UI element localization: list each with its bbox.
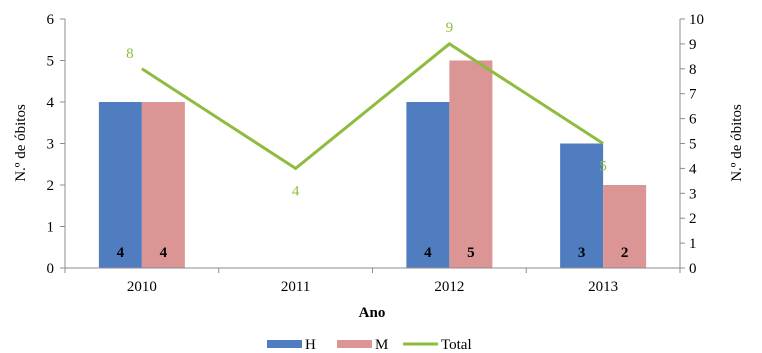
y2-tick-label: 5 bbox=[689, 137, 697, 153]
line-label-2010: 8 bbox=[126, 46, 134, 62]
bar-label-h-2013: 3 bbox=[578, 245, 586, 261]
legend-swatch-h bbox=[267, 340, 302, 348]
bar-h-2010 bbox=[98, 102, 142, 268]
legend-swatch-m bbox=[337, 340, 372, 348]
y2-tick-label: 1 bbox=[689, 236, 697, 252]
bar-h-2012 bbox=[406, 102, 450, 268]
legend-label-m: M bbox=[375, 337, 388, 353]
y-tick-label: 3 bbox=[47, 137, 55, 153]
y-tick-label: 1 bbox=[47, 220, 55, 236]
x-axis-title: Ano bbox=[359, 305, 386, 321]
y-axis-title: N.º de óbitos bbox=[13, 104, 29, 182]
ticks-layer: 0 1 2 3 4 5 6 0 1 2 3 4 5 6 7 8 9 10 2010 2011 2012 2013 bbox=[47, 12, 705, 295]
line-layer bbox=[141, 42, 604, 171]
y-tick-label: 5 bbox=[47, 54, 55, 70]
bar-m-2013 bbox=[603, 185, 647, 268]
x-tick-label: 2010 bbox=[127, 279, 157, 295]
y2-tick-label: 2 bbox=[689, 211, 697, 227]
y2-tick-label: 0 bbox=[689, 261, 697, 277]
y2-tick-label: 3 bbox=[689, 186, 697, 202]
y2-tick-label: 10 bbox=[689, 12, 704, 28]
bar-label-h-2012: 4 bbox=[424, 245, 432, 261]
bar-label-m-2013: 2 bbox=[621, 245, 629, 261]
bar-m-2012 bbox=[449, 60, 493, 268]
x-tick-label: 2013 bbox=[588, 279, 618, 295]
y2-tick-label: 4 bbox=[689, 161, 697, 177]
y-tick-label: 0 bbox=[47, 261, 55, 277]
data-labels-layer: 4 4 3 4 5 2 8 4 9 5 bbox=[117, 20, 629, 261]
y-tick-label: 4 bbox=[47, 95, 55, 111]
x-tick-label: 2012 bbox=[434, 279, 464, 295]
line-label-2011: 4 bbox=[292, 183, 300, 199]
y-tick-label: 2 bbox=[47, 178, 55, 194]
y2-axis-title: N.º de óbitos bbox=[729, 104, 745, 182]
bars-layer bbox=[98, 60, 647, 268]
legend-label-h: H bbox=[305, 337, 316, 353]
y2-tick-label: 8 bbox=[689, 62, 697, 78]
line-total bbox=[141, 42, 604, 171]
legend-label-total: Total bbox=[441, 337, 472, 353]
x-tick-label: 2011 bbox=[281, 279, 310, 295]
bar-m-2010 bbox=[141, 102, 185, 268]
legend: H M Total bbox=[267, 337, 472, 353]
line-label-2013: 5 bbox=[599, 159, 607, 175]
bar-label-m-2010: 4 bbox=[160, 245, 168, 261]
y2-tick-label: 7 bbox=[689, 87, 697, 103]
y2-tick-label: 6 bbox=[689, 112, 697, 128]
y2-tick-label: 9 bbox=[689, 37, 697, 53]
line-label-2012: 9 bbox=[446, 20, 454, 36]
bar-label-h-2010: 4 bbox=[117, 245, 125, 261]
bar-h-2013 bbox=[560, 143, 604, 268]
y-tick-label: 6 bbox=[47, 12, 55, 28]
bar-label-m-2012: 5 bbox=[467, 245, 475, 261]
